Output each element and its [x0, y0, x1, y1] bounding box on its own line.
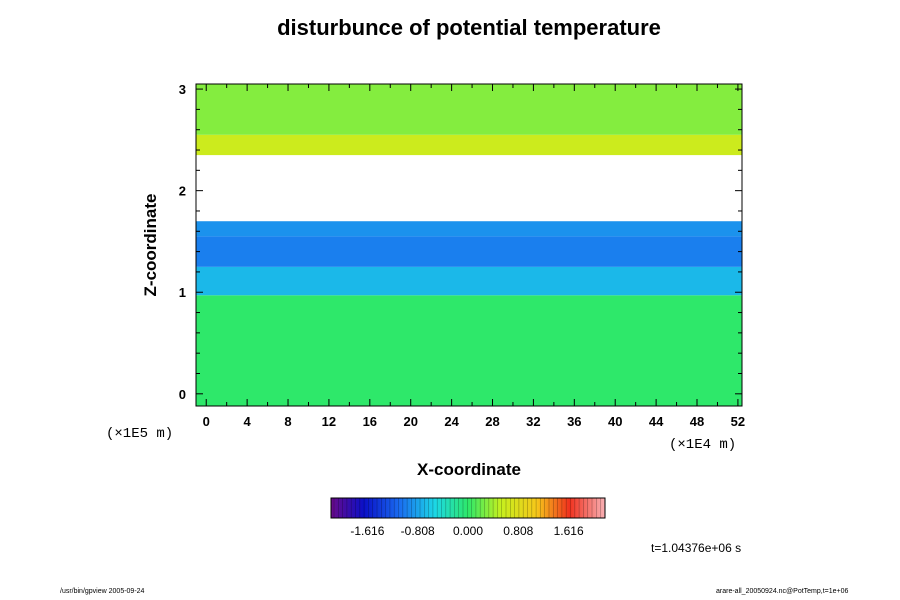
field-band: [196, 134, 742, 156]
time-label: t=1.04376e+06 s: [651, 541, 742, 555]
x-tick-label: 12: [322, 414, 336, 429]
y-tick-label: 0: [179, 387, 186, 402]
colorbar: -1.616 -0.808 0.000 0.808 1.616: [330, 497, 606, 538]
x-tick-label: 8: [284, 414, 291, 429]
colorbar-tick-label: -0.808: [401, 524, 435, 538]
x-tick-label: 16: [363, 414, 377, 429]
footer-command: /usr/bin/gpview 2005-09-24: [60, 588, 145, 595]
x-tick-label: 32: [526, 414, 540, 429]
y-tick-label: 2: [179, 184, 186, 199]
chart-title: disturbunce of potential temperature: [277, 15, 661, 40]
plot-frame: [195, 83, 743, 407]
y-unit-label: (×1E5 m): [106, 426, 174, 442]
field-band: [196, 155, 742, 222]
footer-source: arare-all_20050924.nc@PotTemp,t=1e+06: [716, 588, 849, 595]
colorbar-tick-label: -1.616: [350, 524, 384, 538]
colorbar-bar: [330, 497, 606, 519]
field-layer: [196, 84, 742, 406]
x-tick-label: 48: [690, 414, 704, 429]
x-tick-label: 24: [444, 414, 459, 429]
x-axis-label: X-coordinate: [417, 460, 521, 479]
x-tick-label: 0: [203, 414, 210, 429]
x-tick-label: 28: [485, 414, 499, 429]
x-tick-label: 36: [567, 414, 581, 429]
field-band: [196, 236, 742, 267]
colorbar-tick-label: 0.000: [453, 524, 483, 538]
x-tick-label: 44: [649, 414, 664, 429]
y-tick-label: 1: [179, 285, 186, 300]
x-unit-label: (×1E4 m): [669, 437, 737, 453]
x-tick-label: 20: [403, 414, 417, 429]
field-band: [196, 266, 742, 296]
field-band: [196, 84, 742, 135]
colorbar-tick-label: 1.616: [554, 524, 584, 538]
x-tick-label: 52: [731, 414, 745, 429]
y-tick-label: 3: [179, 82, 186, 97]
field-band: [196, 221, 742, 237]
colorbar-tick-label: 0.808: [503, 524, 533, 538]
field-band: [196, 295, 742, 406]
x-tick-label: 40: [608, 414, 622, 429]
x-tick-label: 4: [244, 414, 252, 429]
